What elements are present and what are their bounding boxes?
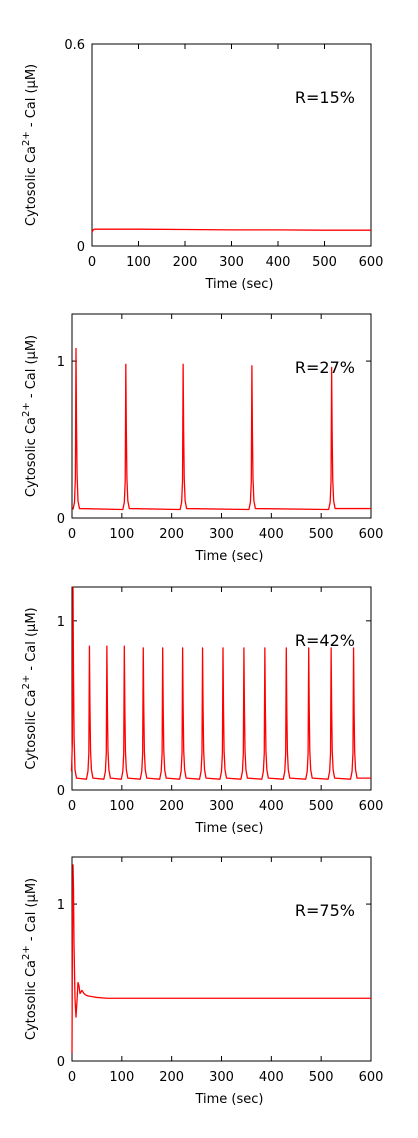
x-axis-label: Time (sec)	[194, 549, 263, 564]
x-tick-label: 600	[359, 1070, 384, 1085]
x-tick-label: 400	[259, 799, 284, 814]
x-tick-label: 600	[359, 255, 384, 270]
y-axis-label-main: Cytosolic Ca	[24, 690, 39, 770]
x-tick-label: 100	[126, 255, 151, 270]
x-tick-label: 200	[159, 527, 184, 542]
y-axis-label-unit: - Cal (μM)	[24, 607, 39, 674]
chart-panel-1: 0 100 200 300 400 500 600 0 0.6 Time (sec) Cytosol…	[21, 38, 383, 292]
y-axis-label-main: Cytosolic Ca	[24, 417, 39, 497]
y-axis-label-main: Cytosolic Ca	[24, 960, 39, 1040]
chart-panel-2: 0 100 200 300 400 500 600 0 1 Time (sec) Cytosolic…	[21, 313, 384, 564]
y-tick-label: 0	[77, 240, 85, 255]
x-tick-label: 400	[259, 1070, 284, 1085]
y-axis-label-superscript: 2+	[21, 675, 32, 690]
plot-frame	[71, 313, 372, 519]
x-tick-label: 300	[219, 255, 244, 270]
y-axis-label-unit: - Cal (μM)	[24, 335, 39, 402]
x-tick-label: 400	[259, 527, 284, 542]
y-axis-label-unit: - Cal (μM)	[24, 878, 39, 945]
y-tick-label: 0	[57, 784, 65, 799]
x-tick-label: 100	[109, 527, 134, 542]
x-tick-label: 200	[159, 1070, 184, 1085]
series-line	[91, 228, 371, 233]
x-axis-label: Time (sec)	[194, 821, 263, 836]
y-axis-label-unit: - Cal (μM)	[24, 64, 39, 131]
y-axis-label-superscript: 2+	[21, 945, 32, 960]
x-tick-label: 0	[68, 799, 76, 814]
x-tick-label: 0	[68, 527, 76, 542]
y-axis-label: Cytosolic Ca2+ - Cal (μM)	[21, 878, 39, 1040]
series-line	[71, 864, 371, 1054]
plot-frame	[71, 856, 372, 1062]
x-tick-label: 0	[88, 255, 96, 270]
x-tick-label: 0	[68, 1070, 76, 1085]
y-axis-label-main: Cytosolic Ca	[24, 146, 39, 226]
y-axis-label: Cytosolic Ca2+ - Cal (μM)	[21, 64, 39, 226]
r-annotation: R=75%	[295, 901, 355, 920]
y-tick-label: 1	[57, 355, 65, 370]
series-line	[72, 347, 371, 511]
x-tick-label: 600	[359, 527, 384, 542]
y-tick-label: 0	[57, 512, 65, 527]
chart-panel-3: 0 100 200 300 400 500 600 0 1 Time (sec) Cytosolic…	[21, 586, 384, 836]
y-axis-label: Cytosolic Ca2+ - Cal (μM)	[21, 607, 39, 769]
r-annotation: R=27%	[295, 358, 355, 377]
y-tick-label: 0.6	[64, 38, 85, 53]
x-axis-label: Time (sec)	[194, 1092, 263, 1107]
x-tick-label: 500	[312, 255, 337, 270]
y-tick-label: 0	[57, 1055, 65, 1070]
x-tick-label: 300	[209, 1070, 234, 1085]
x-tick-label: 100	[109, 799, 134, 814]
x-tick-label: 200	[159, 799, 184, 814]
chart-panel-4: 0 100 200 300 400 500 600 0 1 Time (sec) Cytosolic…	[21, 856, 384, 1107]
y-axis-label-superscript: 2+	[21, 131, 32, 146]
y-axis-label-superscript: 2+	[21, 402, 32, 417]
x-tick-label: 500	[309, 527, 334, 542]
x-tick-label: 200	[173, 255, 198, 270]
x-tick-label: 400	[266, 255, 291, 270]
x-tick-label: 600	[359, 799, 384, 814]
x-tick-label: 500	[309, 799, 334, 814]
r-annotation: R=42%	[295, 631, 355, 650]
x-tick-label: 300	[209, 799, 234, 814]
plot-frame	[91, 43, 372, 247]
y-tick-label: 1	[57, 615, 65, 630]
series-line	[70, 586, 371, 780]
x-tick-label: 500	[309, 1070, 334, 1085]
x-tick-label: 100	[109, 1070, 134, 1085]
x-axis-label: Time (sec)	[204, 277, 273, 292]
y-tick-label: 1	[57, 898, 65, 913]
r-annotation: R=15%	[295, 88, 355, 107]
x-tick-label: 300	[209, 527, 234, 542]
y-axis-label: Cytosolic Ca2+ - Cal (μM)	[21, 335, 39, 497]
